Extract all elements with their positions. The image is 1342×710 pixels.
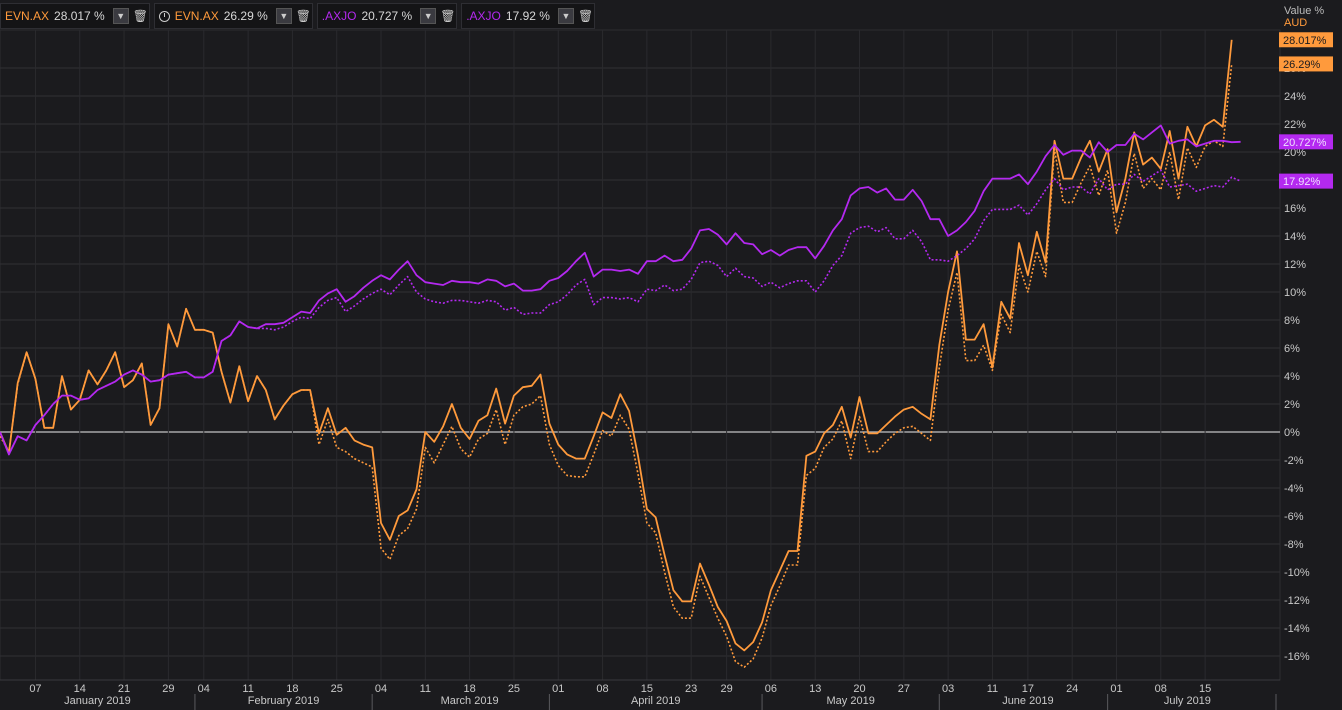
last-value-label: 28.017% [1283,35,1327,47]
x-tick-label: 03 [942,683,954,695]
last-value-badge [1279,173,1333,189]
legend-value: 28.017 % [54,9,105,23]
x-tick-label: 17 [1022,683,1034,695]
x-tick-label: 11 [987,683,998,695]
x-tick-label: 23 [685,683,697,695]
y-axis-title: Value % AUD [1284,5,1324,29]
legend-item-axjo[interactable]: .AXJO 20.727 % ▼ 🗑 [316,3,458,29]
month-label: May 2019 [827,695,875,707]
x-tick-label: 29 [162,683,174,695]
y-tick-label: -10% [1284,567,1310,579]
x-axis: 07 14 21 29 04 11 18 25 04 11 18 25 01 08 15 23 29 06 13 20… [0,679,1280,710]
last-value-badge [1279,134,1333,150]
legend-value: 20.727 % [361,9,413,23]
series-line-0 [0,39,1233,652]
y-tick-label: 22% [1284,119,1306,131]
last-value-labels: 28.017% 26.29% 20.727% 17.92% [1279,32,1333,189]
y-tick-label: -14% [1284,623,1310,635]
x-tick-label: 25 [508,683,520,695]
trash-icon[interactable]: 🗑 [577,9,594,23]
y-tick-label: 12% [1284,259,1306,271]
x-tick-label: 11 [420,683,431,695]
x-tick-label: 21 [118,683,130,695]
x-tick-label: 29 [720,683,732,695]
x-tick-label: 24 [1066,683,1078,695]
y-axis: -16% -14% -12% -10% -8% -6% -4% -2% 0% 2% 4% 6% 8% 10… [1284,63,1310,663]
series-line-2 [0,124,1241,456]
y-tick-label: 20% [1284,147,1306,159]
x-tick-label: 13 [809,683,821,695]
x-tick-label: 25 [331,683,343,695]
y-tick-label: 14% [1284,231,1306,243]
month-label: April 2019 [631,695,681,707]
last-value-badge [1279,32,1333,48]
legend-item-evn-ax-historical[interactable]: EVN.AX 26.29 % ▼ 🗑 [153,3,313,29]
legend-bar: EVN.AX 28.017 % ▼ 🗑 EVN.AX 26.29 % ▼ 🗑 .… [0,3,595,29]
legend-value: 26.29 % [223,9,268,23]
y-tick-label: 10% [1284,287,1306,299]
chevron-down-icon[interactable]: ▼ [420,8,437,24]
y-tick-label: -16% [1284,651,1310,663]
x-tick-label: 01 [552,683,564,695]
legend-item-axjo-dotted[interactable]: .AXJO 17.92 % ▼ 🗑 [461,3,595,29]
legend-symbol: EVN.AX [174,9,219,23]
y-tick-label: 2% [1284,399,1300,411]
y-axis-label: Value % [1284,5,1325,17]
x-tick-label: 08 [596,683,608,695]
x-tick-label: 07 [29,683,41,695]
y-tick-label: -6% [1284,511,1304,523]
series-line-3 [0,169,1241,456]
last-value-label: 17.92% [1283,176,1321,188]
plot-frame [0,29,1281,681]
legend-symbol: .AXJO [321,9,357,23]
x-tick-label: 04 [375,683,387,695]
y-tick-label: 24% [1284,91,1306,103]
x-tick-label: 04 [198,683,210,695]
month-label: July 2019 [1164,695,1211,707]
y-tick-label: 0% [1284,427,1300,439]
x-tick-label: 15 [1199,683,1211,695]
x-tick-label: 15 [641,683,653,695]
month-label: January 2019 [64,695,131,707]
y-tick-label: 4% [1284,371,1300,383]
x-tick-label: 11 [242,683,253,695]
last-value-label: 26.29% [1283,59,1321,71]
legend-symbol: EVN.AX [5,9,50,23]
grid [0,29,1281,681]
chevron-down-icon[interactable]: ▼ [557,8,574,24]
plot-area [0,39,1241,669]
series-line-1 [0,63,1233,669]
legend-value: 17.92 % [505,9,550,23]
trash-icon[interactable]: 🗑 [132,9,148,23]
clock-icon [158,10,170,22]
x-tick-label: 18 [464,683,476,695]
y-tick-label: -4% [1284,483,1304,495]
x-tick-label: 06 [765,683,777,695]
last-value-badge [1279,56,1333,72]
x-tick-label: 14 [74,683,86,695]
y-tick-label: 16% [1284,203,1306,215]
trash-icon[interactable]: 🗑 [440,9,456,23]
x-tick-label: 20 [853,683,865,695]
month-label: March 2019 [441,695,499,707]
chevron-down-icon[interactable]: ▼ [112,8,129,24]
y-tick-label: -8% [1284,539,1304,551]
month-label: June 2019 [1002,695,1053,707]
x-tick-label: 27 [898,683,910,695]
trash-icon[interactable]: 🗑 [295,9,312,23]
y-tick-label: 6% [1284,343,1300,355]
legend-symbol: .AXJO [466,9,501,23]
chevron-down-icon[interactable]: ▼ [275,8,292,24]
y-axis-unit: AUD [1284,17,1308,29]
y-tick-label: 8% [1284,315,1300,327]
month-label: February 2019 [248,695,320,707]
last-value-label: 20.727% [1283,137,1327,149]
x-tick-label: 08 [1155,683,1167,695]
legend-item-evn-ax[interactable]: EVN.AX 28.017 % ▼ 🗑 [0,3,150,29]
x-tick-label: 01 [1110,683,1122,695]
y-tick-label: -12% [1284,595,1310,607]
x-tick-label: 18 [286,683,298,695]
y-tick-label: -2% [1284,455,1304,467]
